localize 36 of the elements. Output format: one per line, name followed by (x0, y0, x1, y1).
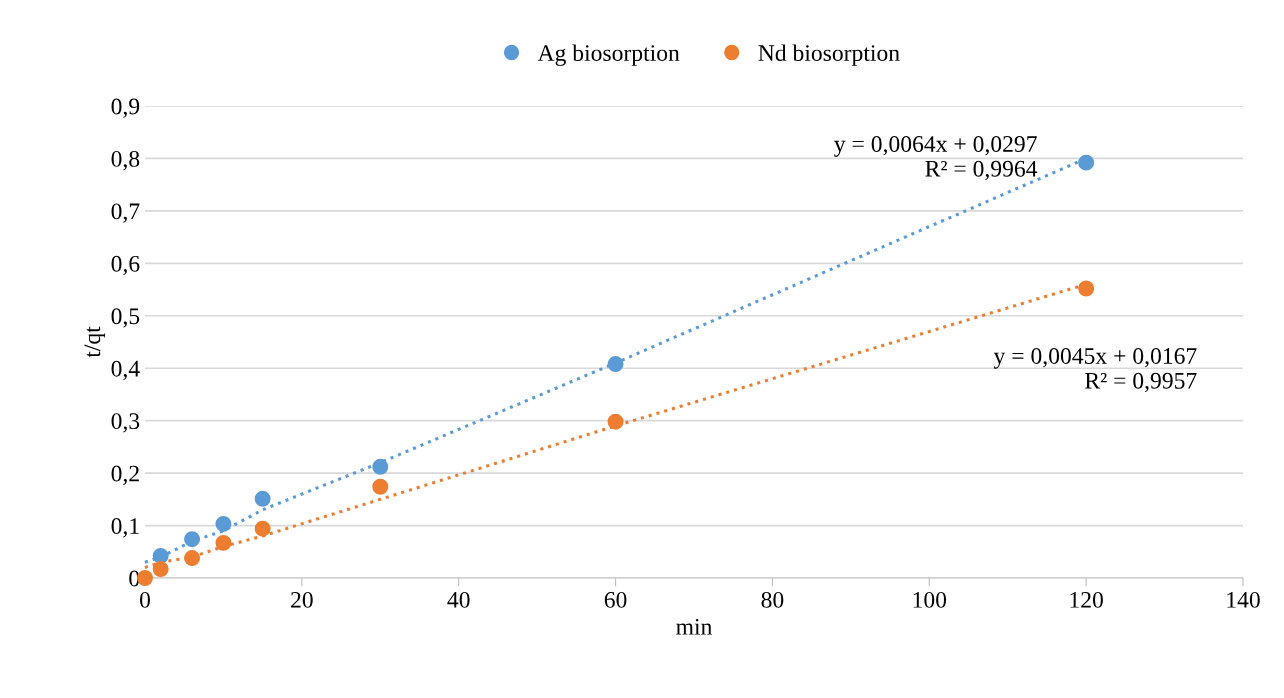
y-tick-label: 0,1 (111, 518, 139, 538)
y-tick-label: 0,5 (111, 308, 140, 328)
legend-label: Ag biosorption (537, 44, 680, 66)
y-tick-label: 0,7 (111, 203, 140, 223)
point (607, 356, 624, 373)
legend-label: Nd biosorption (758, 44, 900, 66)
x-axis-title: min (676, 618, 713, 635)
point (215, 516, 232, 532)
annotation: y = 0,0064x + 0,0297 R² = 0,9964 (834, 136, 1038, 181)
point (254, 490, 271, 507)
y-tick-label: 0,6 (111, 255, 140, 276)
x-tick-label: 120 (1070, 591, 1103, 608)
y-tick-label: 0,8 (111, 150, 140, 171)
point (1078, 280, 1095, 297)
annotation: y = 0,0045x + 0,0167 R² = 0,9957 (993, 347, 1197, 393)
x-tick-label: 100 (913, 591, 947, 608)
x-tick-label: 40 (447, 591, 470, 608)
y-axis-title: t/qt (84, 326, 106, 358)
point (152, 561, 169, 578)
point (215, 534, 232, 551)
x-tick-label: 20 (291, 591, 313, 608)
point (184, 531, 201, 548)
x-tick-label: 80 (761, 591, 784, 608)
y-tick-label: 0,4 (111, 360, 140, 381)
x-tick-label: 60 (604, 591, 627, 608)
x-tick-label: 140 (1227, 591, 1260, 608)
y-tick-label: 0,9 (111, 98, 140, 118)
point (607, 413, 624, 430)
point (254, 520, 271, 537)
point (372, 478, 389, 495)
point (152, 547, 169, 564)
point (184, 550, 201, 567)
y-tick-label: 0,2 (111, 465, 139, 485)
y-tick-label: 0,3 (111, 413, 140, 433)
point (1078, 154, 1095, 171)
point (372, 458, 389, 475)
